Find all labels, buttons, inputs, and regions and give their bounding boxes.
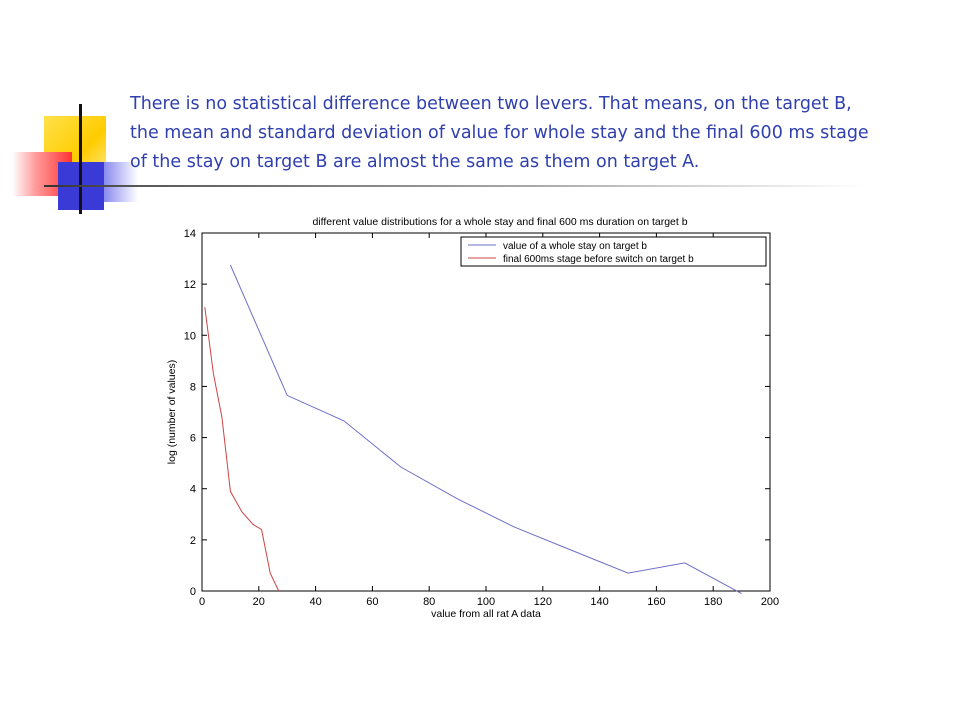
x-tick-label: 140 [590, 596, 608, 608]
x-axis-label: value from all rat A data [431, 608, 541, 620]
y-tick-label: 0 [190, 586, 196, 598]
y-tick-label: 4 [190, 484, 196, 496]
x-tick-label: 60 [366, 596, 378, 608]
plot-frame [201, 232, 771, 592]
x-tick-label: 20 [253, 596, 265, 608]
x-tick-label: 120 [534, 596, 552, 608]
y-tick-label: 2 [190, 535, 196, 547]
x-tick-label: 100 [477, 596, 495, 608]
legend-box [460, 236, 767, 267]
x-axis-ticks: 0 20 40 60 80 100 120 140 160 180 200 [199, 233, 779, 608]
line-chart: different value distributions for a whol… [166, 216, 779, 620]
y-tick-label: 8 [190, 381, 196, 393]
y-tick-label: 10 [184, 330, 196, 342]
legend-label-series-1: value of a whole stay on target b [503, 241, 647, 252]
y-axis-ticks: 0 2 4 6 8 10 12 14 [184, 228, 770, 598]
x-tick-label: 40 [309, 596, 321, 608]
slide-text-line-3: of the stay on target B are almost the s… [130, 152, 700, 172]
decor-vertical-line [79, 104, 82, 214]
series-lines [204, 264, 742, 595]
slide-text-line-1: There is no statistical difference betwe… [130, 94, 852, 114]
x-tick-label: 0 [199, 596, 205, 608]
y-tick-label: 6 [190, 433, 196, 445]
x-tick-label: 180 [704, 596, 722, 608]
decor-horizontal-line [44, 185, 864, 187]
slide-body-text: There is no statistical difference betwe… [130, 90, 930, 177]
y-tick-label: 12 [184, 279, 196, 291]
slide-text-line-2: the mean and standard deviation of value… [130, 123, 869, 143]
series-line-1 [229, 264, 742, 595]
legend-label-series-2: final 600ms stage before switch on targe… [503, 254, 694, 265]
decor-blue-fade [104, 162, 138, 202]
series-line-2 [204, 307, 280, 592]
x-tick-label: 160 [647, 596, 665, 608]
x-tick-label: 200 [761, 596, 779, 608]
x-tick-label: 80 [423, 596, 435, 608]
y-tick-label: 14 [184, 228, 196, 240]
chart-title: different value distributions for a whol… [312, 216, 687, 228]
legend: value of a whole stay on target b final … [460, 236, 767, 267]
y-axis-label: log (number of values) [166, 360, 178, 464]
